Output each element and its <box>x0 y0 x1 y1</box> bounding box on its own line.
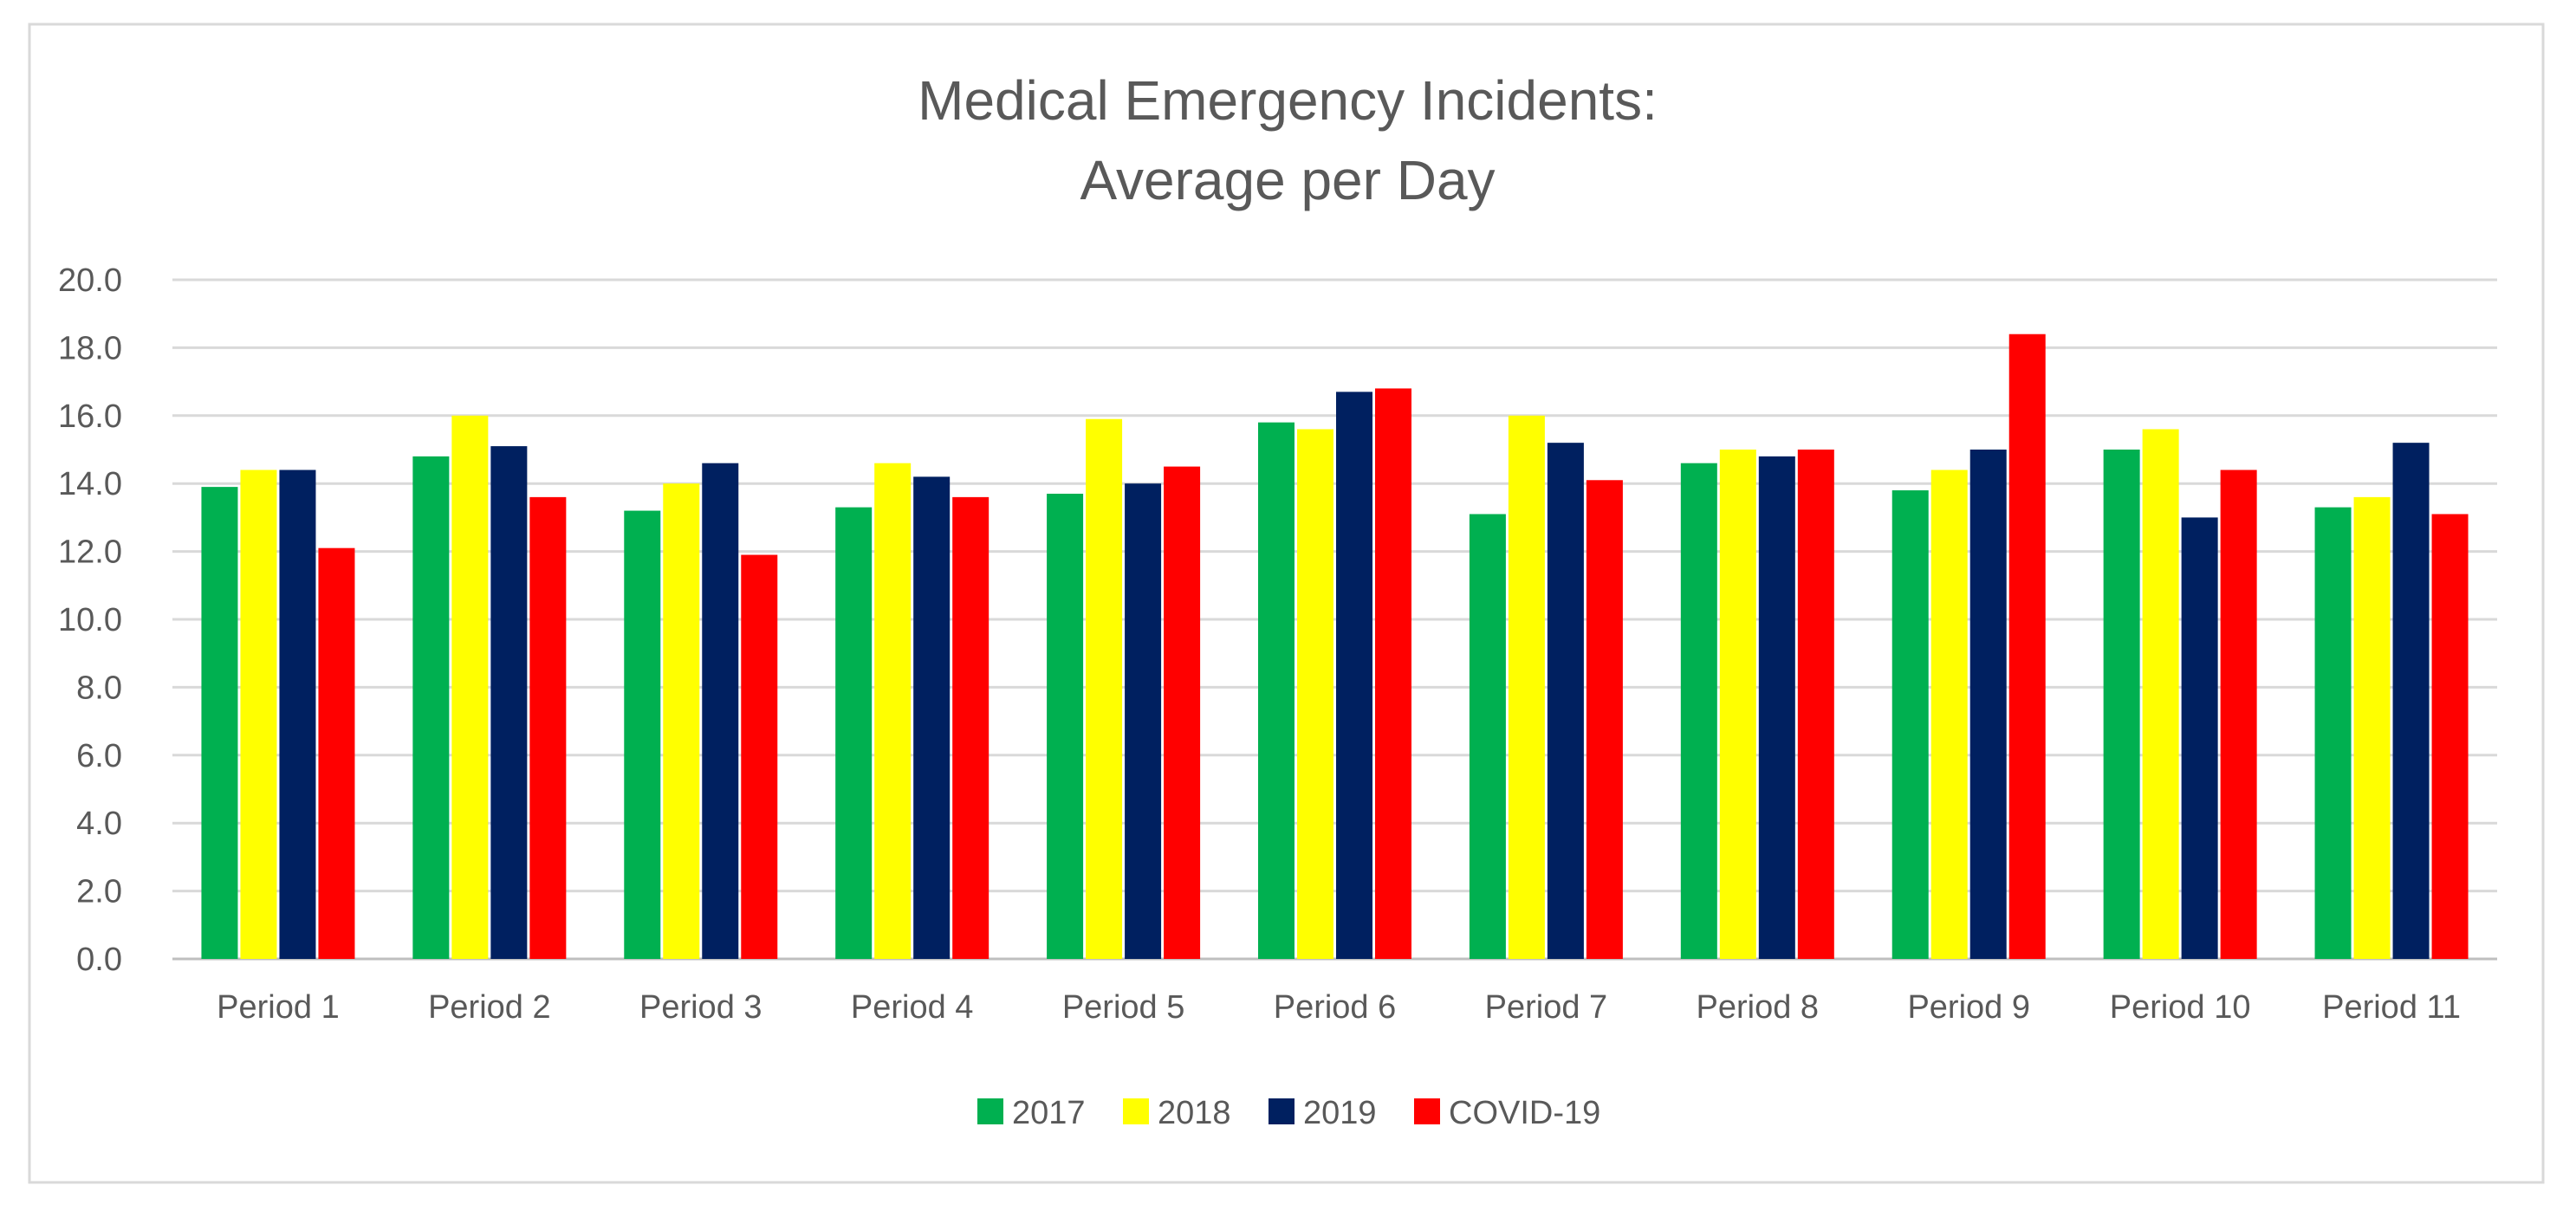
bar-2018-period-7 <box>1508 415 1545 959</box>
bar-2017-period-6 <box>1258 422 1294 959</box>
y-tick-label: 2.0 <box>76 874 122 910</box>
bar-2017-period-1 <box>201 487 238 959</box>
bar-2018-period-4 <box>874 463 912 959</box>
y-tick-label: 14.0 <box>58 466 122 502</box>
bar-2019-period-7 <box>1547 443 1584 959</box>
bar-2018-period-11 <box>2353 496 2391 959</box>
bar-2017-period-7 <box>1469 514 1506 959</box>
bar-2018-period-8 <box>1719 450 1756 959</box>
x-tick-label: Period 1 <box>217 989 340 1026</box>
x-tick-label: Period 3 <box>639 989 762 1026</box>
bar-covid-19-period-4 <box>952 496 990 959</box>
bar-2018-period-9 <box>1930 470 1968 959</box>
bar-2017-period-9 <box>1891 490 1929 959</box>
x-tick-label: Period 10 <box>2110 989 2251 1026</box>
bar-2019-period-9 <box>1969 450 2007 959</box>
x-tick-label: Period 6 <box>1274 989 1397 1026</box>
legend-swatch-2017 <box>977 1098 1003 1124</box>
bar-2017-period-11 <box>2314 507 2352 959</box>
legend-label: 2017 <box>1012 1095 1086 1131</box>
bar-2019-period-5 <box>1125 483 1162 959</box>
bar-2019-period-10 <box>2181 517 2218 959</box>
bar-covid-19-period-10 <box>2220 470 2257 959</box>
y-tick-label: 6.0 <box>76 738 122 774</box>
bar-2017-period-5 <box>1047 493 1084 959</box>
legend-label: 2018 <box>1158 1095 1231 1131</box>
legend-swatch-2018 <box>1123 1098 1149 1124</box>
bar-covid-19-period-5 <box>1164 466 1201 959</box>
bar-2017-period-10 <box>2103 450 2140 959</box>
bar-2018-period-2 <box>451 415 489 959</box>
bar-2018-period-6 <box>1297 429 1333 960</box>
legend-swatch-2019 <box>1269 1098 1294 1124</box>
bar-2019-period-6 <box>1336 392 1372 959</box>
y-tick-label: 10.0 <box>58 602 122 638</box>
x-tick-label: Period 2 <box>428 989 551 1026</box>
bar-covid-19-period-3 <box>741 554 778 959</box>
x-tick-label: Period 4 <box>851 989 974 1026</box>
bar-2017-period-2 <box>412 456 450 959</box>
legend-label: COVID-19 <box>1449 1095 1600 1131</box>
bar-2018-period-10 <box>2142 429 2179 960</box>
y-tick-label: 4.0 <box>76 806 122 842</box>
bar-2017-period-3 <box>624 510 661 959</box>
bar-covid-19-period-2 <box>529 496 567 959</box>
x-tick-label: Period 5 <box>1062 989 1185 1026</box>
bar-covid-19-period-9 <box>2008 334 2046 960</box>
legend-swatch-covid-19 <box>1414 1098 1440 1124</box>
y-tick-label: 20.0 <box>58 262 122 299</box>
bar-2018-period-5 <box>1086 418 1123 960</box>
bar-covid-19-period-6 <box>1375 388 1411 959</box>
y-tick-label: 0.0 <box>76 942 122 978</box>
y-tick-label: 8.0 <box>76 670 122 706</box>
bar-2017-period-8 <box>1680 463 1717 959</box>
x-tick-label: Period 9 <box>1907 989 2030 1026</box>
bar-2019-period-2 <box>490 446 528 959</box>
chart-title-line-1: Medical Emergency Incidents: <box>918 69 1658 132</box>
bar-2018-period-1 <box>240 470 277 959</box>
bar-2019-period-11 <box>2392 443 2430 959</box>
bar-2018-period-3 <box>663 483 700 959</box>
y-tick-label: 16.0 <box>58 398 122 435</box>
bar-covid-19-period-11 <box>2431 514 2469 959</box>
y-tick-label: 18.0 <box>58 330 122 366</box>
bar-2019-period-4 <box>913 476 951 959</box>
bar-2019-period-1 <box>279 470 316 959</box>
legend-label: 2019 <box>1303 1095 1377 1131</box>
bar-2019-period-8 <box>1758 456 1795 959</box>
chart-title-line-2: Average per Day <box>1080 149 1495 211</box>
bar-2019-period-3 <box>702 463 739 959</box>
bar-covid-19-period-7 <box>1586 480 1623 959</box>
bar-2017-period-4 <box>835 507 873 959</box>
bar-covid-19-period-1 <box>318 547 355 959</box>
y-tick-label: 12.0 <box>58 534 122 571</box>
x-tick-label: Period 7 <box>1485 989 1608 1026</box>
bar-covid-19-period-8 <box>1797 450 1834 959</box>
x-tick-label: Period 8 <box>1697 989 1820 1026</box>
x-tick-label: Period 11 <box>2322 989 2461 1026</box>
